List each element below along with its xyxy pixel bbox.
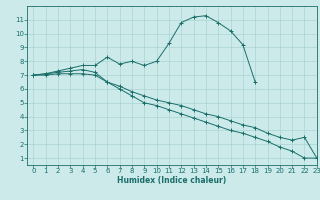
X-axis label: Humidex (Indice chaleur): Humidex (Indice chaleur) [117,176,227,185]
